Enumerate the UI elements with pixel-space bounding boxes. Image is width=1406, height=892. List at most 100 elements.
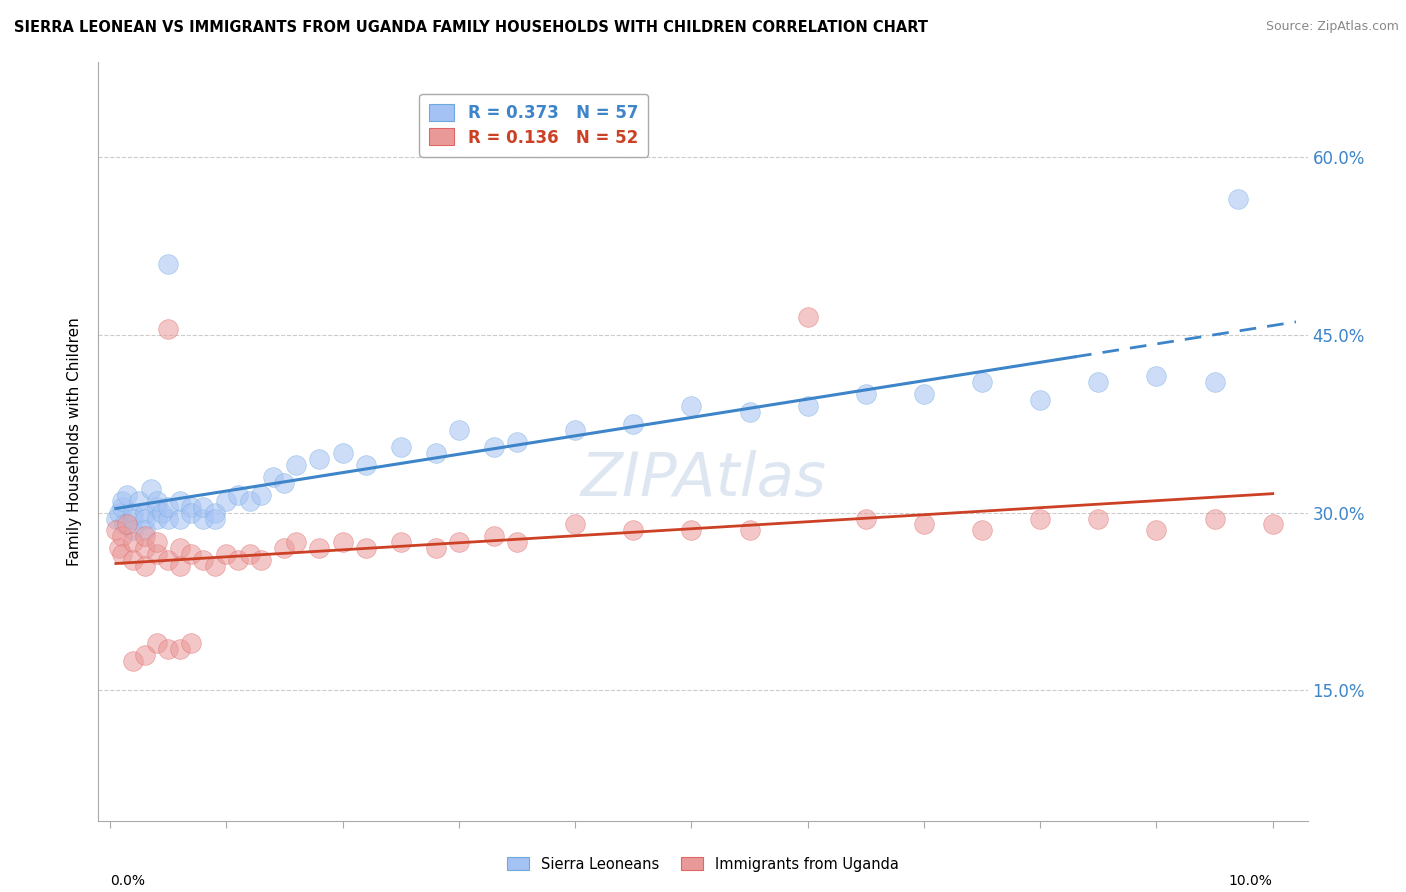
Point <box>681 399 703 413</box>
Point <box>191 500 214 514</box>
Point <box>912 517 935 532</box>
Point <box>104 524 127 538</box>
Point <box>150 506 173 520</box>
Point <box>145 500 167 514</box>
Point <box>169 541 191 556</box>
Point <box>145 636 167 650</box>
Point <box>108 541 131 556</box>
Point <box>111 547 134 561</box>
Point <box>134 541 156 556</box>
Point <box>482 529 505 543</box>
Point <box>134 529 156 543</box>
Point <box>226 488 249 502</box>
Point <box>482 441 505 455</box>
Point <box>332 535 354 549</box>
Point <box>250 553 273 567</box>
Point <box>111 493 134 508</box>
Point <box>145 511 167 525</box>
Point <box>134 511 156 525</box>
Point <box>104 511 127 525</box>
Point <box>239 547 262 561</box>
Point <box>180 500 202 514</box>
Point <box>1029 511 1052 525</box>
Point <box>1204 511 1226 525</box>
Point <box>855 511 877 525</box>
Point <box>117 488 139 502</box>
Point <box>204 511 226 525</box>
Point <box>112 517 135 532</box>
Point <box>285 458 308 473</box>
Point <box>128 493 150 508</box>
Point <box>215 493 238 508</box>
Point <box>262 470 284 484</box>
Point <box>389 535 412 549</box>
Point <box>180 636 202 650</box>
Point <box>204 558 226 573</box>
Text: 0.0%: 0.0% <box>110 874 145 888</box>
Point <box>855 387 877 401</box>
Point <box>621 524 644 538</box>
Point <box>1144 524 1167 538</box>
Point <box>681 524 703 538</box>
Point <box>122 511 145 525</box>
Legend: Sierra Leoneans, Immigrants from Uganda: Sierra Leoneans, Immigrants from Uganda <box>502 851 904 878</box>
Point <box>134 648 156 662</box>
Point <box>122 524 145 538</box>
Point <box>1204 376 1226 390</box>
Text: SIERRA LEONEAN VS IMMIGRANTS FROM UGANDA FAMILY HOUSEHOLDS WITH CHILDREN CORRELA: SIERRA LEONEAN VS IMMIGRANTS FROM UGANDA… <box>14 20 928 35</box>
Point <box>285 535 308 549</box>
Point <box>1226 192 1249 206</box>
Point <box>145 547 167 561</box>
Point <box>169 493 191 508</box>
Point <box>111 500 134 514</box>
Point <box>204 506 226 520</box>
Point <box>215 547 238 561</box>
Point <box>180 506 202 520</box>
Point <box>108 506 131 520</box>
Point <box>447 535 470 549</box>
Point <box>226 553 249 567</box>
Point <box>122 535 145 549</box>
Point <box>912 387 935 401</box>
Point <box>308 452 330 467</box>
Point <box>122 506 145 520</box>
Point <box>157 511 180 525</box>
Point <box>169 511 191 525</box>
Point <box>157 322 180 336</box>
Point <box>506 434 529 449</box>
Point <box>273 541 295 556</box>
Text: ZIPAtlas: ZIPAtlas <box>581 450 825 509</box>
Y-axis label: Family Households with Children: Family Households with Children <box>67 318 83 566</box>
Text: Source: ZipAtlas.com: Source: ZipAtlas.com <box>1265 20 1399 33</box>
Point <box>506 535 529 549</box>
Point <box>1261 517 1284 532</box>
Point <box>308 541 330 556</box>
Point <box>1087 376 1109 390</box>
Point <box>134 524 156 538</box>
Point <box>447 423 470 437</box>
Point <box>117 517 139 532</box>
Point <box>354 458 377 473</box>
Point <box>145 535 167 549</box>
Point <box>1087 511 1109 525</box>
Point <box>157 500 180 514</box>
Point <box>157 641 180 656</box>
Point <box>970 376 993 390</box>
Point <box>425 541 447 556</box>
Point <box>134 506 156 520</box>
Point <box>564 423 586 437</box>
Text: 10.0%: 10.0% <box>1229 874 1272 888</box>
Point <box>796 399 818 413</box>
Point <box>621 417 644 431</box>
Point <box>169 558 191 573</box>
Point <box>332 446 354 460</box>
Point <box>191 511 214 525</box>
Point <box>139 482 162 496</box>
Point <box>970 524 993 538</box>
Point <box>354 541 377 556</box>
Point <box>134 558 156 573</box>
Point <box>796 310 818 325</box>
Point <box>564 517 586 532</box>
Point <box>169 641 191 656</box>
Point <box>122 553 145 567</box>
